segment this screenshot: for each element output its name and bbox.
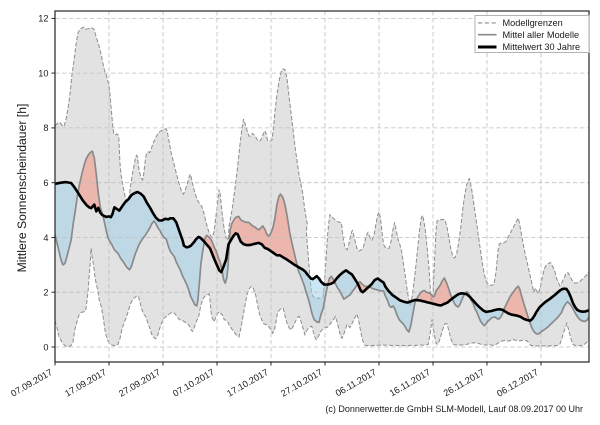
svg-text:Mittel aller Modelle: Mittel aller Modelle <box>503 30 580 40</box>
svg-text:4: 4 <box>43 233 48 243</box>
svg-text:8: 8 <box>43 123 48 133</box>
svg-text:Mittelwert 30 Jahre: Mittelwert 30 Jahre <box>503 42 581 52</box>
svg-text:2: 2 <box>43 288 48 298</box>
svg-text:Mittlere Sonnenscheindauer [h]: Mittlere Sonnenscheindauer [h] <box>15 104 29 273</box>
svg-text:6: 6 <box>43 178 48 188</box>
svg-text:(c) Donnerwetter.de GmbH SLM-M: (c) Donnerwetter.de GmbH SLM-Modell, Lau… <box>325 404 583 414</box>
svg-text:Modellgrenzen: Modellgrenzen <box>503 18 563 28</box>
svg-text:10: 10 <box>38 68 48 78</box>
svg-text:0: 0 <box>43 342 48 352</box>
svg-text:12: 12 <box>38 14 48 24</box>
